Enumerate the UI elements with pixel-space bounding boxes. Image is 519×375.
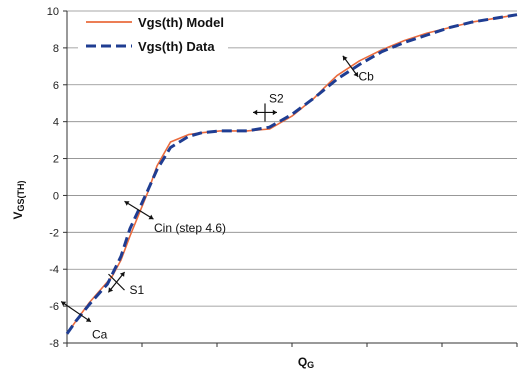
arrow-line [342,55,359,78]
arrow-head [353,71,359,77]
arrow-head [253,109,258,116]
y-axis-label: VGS(TH) [11,180,26,219]
arrow-head [272,109,277,116]
y-tick-label: 8 [53,43,59,55]
y-tick-label: 0 [53,190,59,202]
annotation-cin: Cin (step 4.6) [124,200,226,235]
y-tick-label: -4 [49,264,59,276]
y-tick-label: -2 [49,227,59,239]
annotation-ca: Ca [60,300,108,342]
y-tick-label: 6 [53,80,59,92]
legend-label: Vgs(th) Model [138,15,224,30]
x-axis-label: QG [298,355,314,370]
annotation-cb: Cb [342,55,375,83]
annotation-layer: Cb S2 Cin (step 4.6) S1 Ca [60,55,375,342]
y-ticks: -8 -6 -4 -2 0 2 4 6 8 10 [47,6,67,350]
y-tick-label: 10 [47,6,59,18]
arrow-line [124,200,154,220]
arrow-head [61,301,67,307]
arrow-line [60,300,92,323]
y-tick-label: 4 [53,117,59,129]
y-tick-label: -8 [49,338,59,350]
annotation-label: Cb [359,69,375,83]
series-data-line [65,13,518,335]
grid [67,10,517,307]
arrow-head [342,55,348,61]
cross-line [108,273,125,291]
x-axis-label-main: Q [298,355,307,369]
x-ticks [66,343,518,347]
arrow-head [124,201,130,206]
arrow-head [148,214,154,220]
y-axis-label-main: V [11,211,25,219]
arrow-head [108,287,114,293]
legend: Vgs(th) Model Vgs(th) Data [78,12,228,54]
annotation-label: S1 [130,283,145,297]
annotation-label: Cin (step 4.6) [154,221,226,235]
legend-label: Vgs(th) Data [138,39,215,54]
y-axis-label-sub: GS(TH) [16,180,26,211]
y-tick-label: 2 [53,154,59,166]
arrow-head [85,317,91,322]
annotation-label: Ca [92,328,108,342]
arrow-head [119,272,125,277]
x-axis-label-sub: G [307,360,314,370]
annotation-label: S2 [269,91,284,105]
y-tick-label: -6 [49,301,59,313]
annotation-s2: S2 [253,91,284,122]
annotation-s1: S1 [107,271,145,297]
series-layer [65,13,518,335]
